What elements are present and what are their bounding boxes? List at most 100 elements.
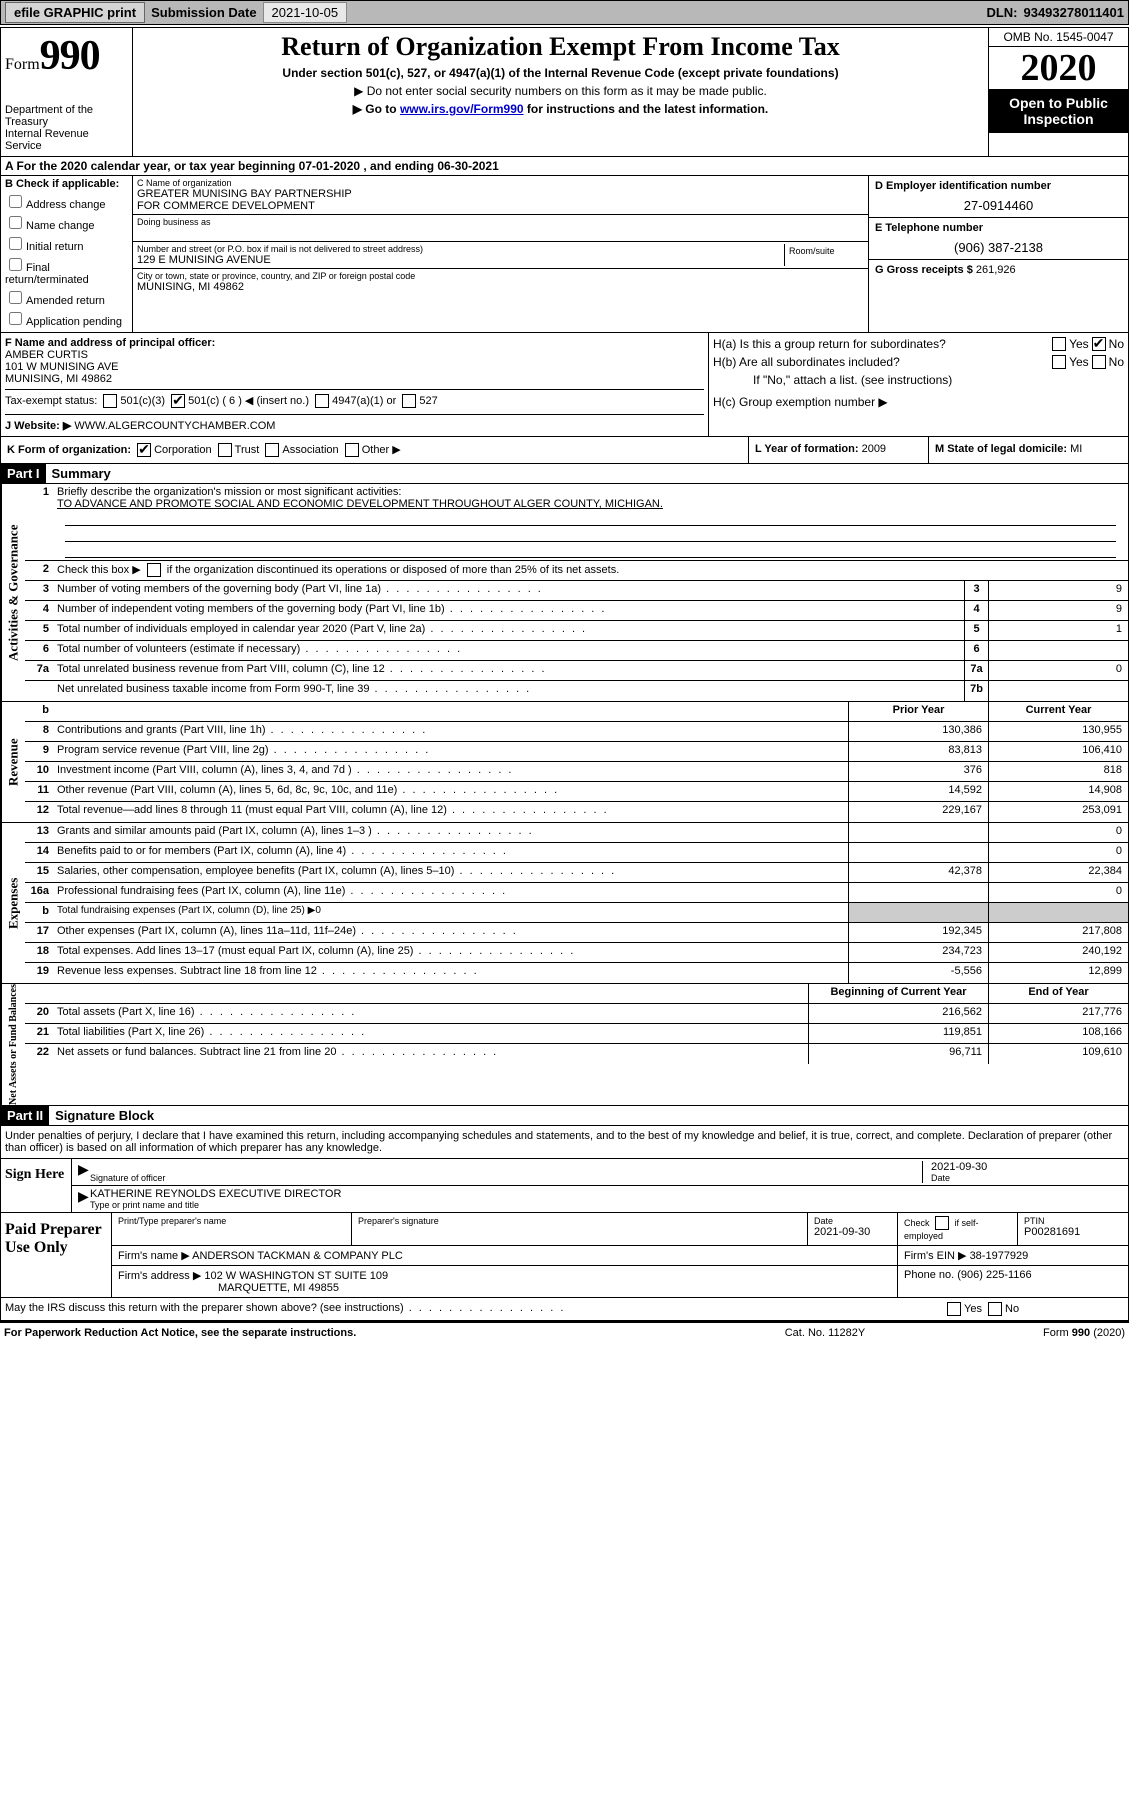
row-curr: 240,192: [988, 943, 1128, 962]
row-num: [25, 681, 53, 701]
table-row: 14 Benefits paid to or for members (Part…: [25, 843, 1128, 863]
row-num: 16a: [25, 883, 53, 902]
row-desc: Number of independent voting members of …: [53, 601, 964, 620]
row-num: 3: [25, 581, 53, 600]
q2-checkbox[interactable]: [147, 563, 161, 577]
instructions-link[interactable]: www.irs.gov/Form990: [400, 102, 524, 116]
discuss-yes[interactable]: [947, 1302, 961, 1316]
firm-addr2: MARQUETTE, MI 49855: [118, 1282, 891, 1294]
row-desc: Total number of individuals employed in …: [53, 621, 964, 640]
part1-badge: Part I: [1, 464, 46, 483]
chk-501c[interactable]: [171, 394, 185, 408]
table-row: 12 Total revenue—add lines 8 through 11 …: [25, 802, 1128, 822]
l-label: L Year of formation:: [755, 443, 859, 455]
row-desc: Revenue less expenses. Subtract line 18 …: [53, 963, 848, 983]
row-num: 10: [25, 762, 53, 781]
efile-button[interactable]: efile GRAPHIC print: [5, 2, 145, 23]
row-num: 9: [25, 742, 53, 761]
form-title: Return of Organization Exempt From Incom…: [137, 32, 984, 62]
row-prior: 83,813: [848, 742, 988, 761]
part2-title: Signature Block: [49, 1106, 160, 1125]
rev-hdr-b: b: [25, 702, 53, 721]
row-prior: 234,723: [848, 943, 988, 962]
part1-header: Part I Summary: [1, 464, 1128, 484]
row-desc: Total fundraising expenses (Part IX, col…: [53, 903, 848, 922]
paid-preparer-block: Paid Preparer Use Only Print/Type prepar…: [1, 1213, 1128, 1298]
chk-4947[interactable]: [315, 394, 329, 408]
chk-527[interactable]: [402, 394, 416, 408]
f-label: F Name and address of principal officer:: [5, 337, 704, 349]
ptin-label: PTIN: [1024, 1216, 1122, 1226]
table-row: 11 Other revenue (Part VIII, column (A),…: [25, 782, 1128, 802]
net-side-label: Net Assets or Fund Balances: [1, 984, 25, 1105]
table-row: 16a Professional fundraising fees (Part …: [25, 883, 1128, 903]
row-prior: 376: [848, 762, 988, 781]
sign-here-label: Sign Here: [1, 1159, 71, 1212]
chk-amended-return[interactable]: Amended return: [5, 288, 128, 307]
omb-number: OMB No. 1545-0047: [989, 28, 1128, 47]
form-no: 990: [40, 33, 100, 79]
row-prior: 96,711: [808, 1044, 988, 1064]
firm-addr1: 102 W WASHINGTON ST SUITE 109: [204, 1270, 388, 1282]
m-value: MI: [1070, 443, 1082, 455]
row-desc: Number of voting members of the governin…: [53, 581, 964, 600]
lbl-527: 527: [419, 395, 437, 407]
row-desc: Grants and similar amounts paid (Part IX…: [53, 823, 848, 842]
chk-initial-return[interactable]: Initial return: [5, 234, 128, 253]
chk-address-change[interactable]: Address change: [5, 192, 128, 211]
net-hdr-curr: End of Year: [988, 984, 1128, 1003]
subtitle-3: ▶ Go to www.irs.gov/Form990 for instruct…: [137, 102, 984, 116]
hb-no[interactable]: [1092, 355, 1106, 369]
room-label: Room/suite: [784, 244, 864, 266]
row-val: [988, 641, 1128, 660]
row-desc: Program service revenue (Part VIII, line…: [53, 742, 848, 761]
discuss-yes-lbl: Yes: [964, 1303, 982, 1315]
org-name-1: GREATER MUNISING BAY PARTNERSHIP: [137, 188, 864, 200]
chk-501c3[interactable]: [103, 394, 117, 408]
chk-final-return[interactable]: Final return/terminated: [5, 255, 128, 286]
ha-yes-lbl: Yes: [1069, 337, 1089, 351]
f-name: AMBER CURTIS: [5, 349, 704, 361]
ha-yes[interactable]: [1052, 337, 1066, 351]
row-curr: 217,808: [988, 923, 1128, 942]
row-val: 9: [988, 581, 1128, 600]
chk-application-pending[interactable]: Application pending: [5, 309, 128, 328]
form-container: Form990 Department of the Treasury Inter…: [0, 27, 1129, 1322]
chk-name-change[interactable]: Name change: [5, 213, 128, 232]
row-curr: 106,410: [988, 742, 1128, 761]
hc-label: H(c) Group exemption number ▶: [713, 395, 1124, 409]
ha-no[interactable]: [1092, 337, 1106, 351]
row-curr: 0: [988, 843, 1128, 862]
row-box: 7b: [964, 681, 988, 701]
row-desc: Net assets or fund balances. Subtract li…: [53, 1044, 808, 1064]
discuss-no[interactable]: [988, 1302, 1002, 1316]
org-name-2: FOR COMMERCE DEVELOPMENT: [137, 200, 864, 212]
lbl-assoc: Association: [282, 444, 338, 456]
table-row: 13 Grants and similar amounts paid (Part…: [25, 823, 1128, 843]
public-1: Open to Public: [991, 95, 1126, 111]
firm-phone-label: Phone no.: [904, 1269, 954, 1281]
footer-mid: Cat. No. 11282Y: [725, 1327, 925, 1339]
table-row: 18 Total expenses. Add lines 13–17 (must…: [25, 943, 1128, 963]
chk-other[interactable]: [345, 443, 359, 457]
dept-treasury: Department of the Treasury: [5, 104, 128, 128]
chk-assoc[interactable]: [265, 443, 279, 457]
col-b-label: B Check if applicable:: [5, 178, 119, 190]
col-d-right: D Employer identification number 27-0914…: [868, 176, 1128, 332]
street-value: 129 E MUNISING AVENUE: [137, 254, 784, 266]
row-prior: -5,556: [848, 963, 988, 983]
net-hdr-prior: Beginning of Current Year: [808, 984, 988, 1003]
chk-corp[interactable]: [137, 443, 151, 457]
tax-year: 2020: [989, 47, 1128, 89]
row-fhj: F Name and address of principal officer:…: [1, 333, 1128, 437]
row-box: 5: [964, 621, 988, 640]
col-c-org: C Name of organization GREATER MUNISING …: [133, 176, 868, 332]
row-num: 17: [25, 923, 53, 942]
table-row: 3 Number of voting members of the govern…: [25, 581, 1128, 601]
city-value: MUNISING, MI 49862: [137, 281, 864, 293]
sig-name: KATHERINE REYNOLDS EXECUTIVE DIRECTOR: [90, 1188, 1122, 1200]
chk-trust[interactable]: [218, 443, 232, 457]
hb-yes[interactable]: [1052, 355, 1066, 369]
rev-side-label: Revenue: [1, 702, 25, 822]
chk-self-employed[interactable]: [935, 1216, 949, 1230]
